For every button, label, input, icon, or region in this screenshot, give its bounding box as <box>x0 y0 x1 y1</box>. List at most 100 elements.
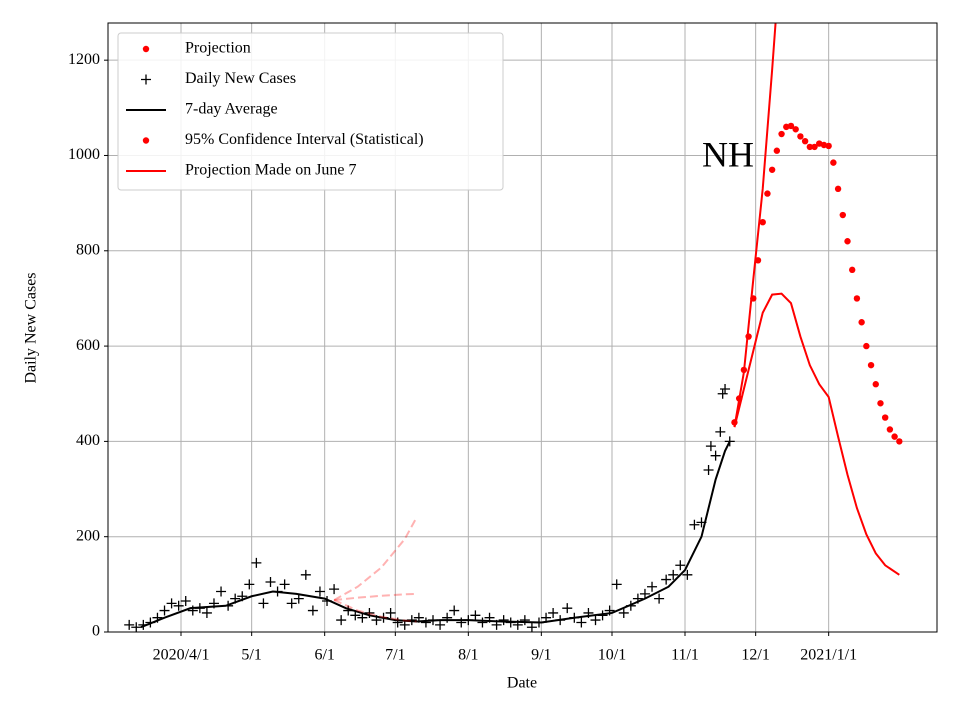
x-tick-label: 6/1 <box>314 647 334 664</box>
case-marker <box>180 596 191 607</box>
case-marker <box>307 605 318 616</box>
x-tick-label: 7/1 <box>385 647 405 664</box>
case-marker <box>675 560 686 571</box>
projection-dot <box>896 438 903 445</box>
legend-label: Projection Made on June 7 <box>185 162 357 179</box>
case-marker <box>562 603 573 614</box>
projection-dot <box>768 166 776 173</box>
june7-projection <box>333 599 417 623</box>
projection-dot <box>886 426 894 433</box>
legend-marker <box>142 45 150 53</box>
projection-dot <box>792 126 799 133</box>
case-marker <box>519 615 530 626</box>
case-marker <box>618 607 629 618</box>
projection-dot <box>806 143 814 151</box>
legend-marker <box>142 137 150 144</box>
case-marker <box>661 574 672 585</box>
y-tick-label: 200 <box>76 527 100 544</box>
case-marker <box>392 617 403 628</box>
legend: Projection Daily New Cases 7-day Average 95… <box>117 32 504 191</box>
projection-dot <box>872 381 879 388</box>
plot-area <box>124 23 903 632</box>
case-marker <box>470 610 481 621</box>
legend-label: Daily New Cases <box>185 70 296 87</box>
projection-dot <box>787 122 795 130</box>
x-tick-label: 8/1 <box>458 647 478 664</box>
annotation: NH <box>702 134 754 174</box>
projection-dot <box>773 147 781 154</box>
x-tick-label: 10/1 <box>598 647 626 664</box>
case-marker <box>286 598 297 609</box>
case-marker <box>159 605 170 616</box>
projection-dot <box>863 342 870 350</box>
projection-dot <box>834 185 842 193</box>
case-marker <box>720 383 731 394</box>
projection-dot <box>858 319 865 326</box>
projection-dot <box>797 133 804 140</box>
case-marker <box>131 622 142 632</box>
case-marker <box>265 576 276 587</box>
x-tick-label: 11/1 <box>671 647 699 664</box>
projection-dot <box>844 238 851 245</box>
projection-dot <box>811 143 818 151</box>
case-marker <box>166 598 177 609</box>
projection-dot <box>839 211 846 219</box>
x-tick-label: 5/1 <box>241 647 261 664</box>
case-marker <box>682 569 693 580</box>
case-marker <box>251 557 262 568</box>
legend-label: Projection <box>185 40 251 57</box>
case-marker <box>498 615 509 626</box>
case-marker <box>710 450 721 461</box>
average-line <box>140 440 731 629</box>
ci-upper <box>733 23 777 428</box>
projection-dot <box>764 190 771 197</box>
projection-dot <box>881 414 889 421</box>
x-tick-label: 12/1 <box>741 647 769 664</box>
case-marker <box>705 441 716 452</box>
y-axis-label: Daily New Cases <box>23 272 40 383</box>
case-marker <box>611 579 622 590</box>
case-marker <box>385 607 396 618</box>
case-marker <box>689 519 700 530</box>
projection-dot <box>778 130 785 138</box>
y-tick-label: 400 <box>76 432 100 449</box>
x-axis-label: Date <box>507 675 537 692</box>
case-marker <box>216 586 227 597</box>
case-marker <box>668 569 679 580</box>
case-marker <box>300 569 311 580</box>
case-marker <box>526 622 537 632</box>
projection-dot <box>759 218 766 226</box>
legend-marker <box>141 74 151 85</box>
case-marker <box>548 607 559 618</box>
projection-dot <box>867 361 875 369</box>
y-tick-label: 1200 <box>68 51 100 68</box>
june7-projection <box>333 592 417 602</box>
y-tick-label: 800 <box>76 241 100 258</box>
projection-dot <box>877 400 884 407</box>
case-marker <box>435 619 446 630</box>
x-tick-label: 2021/1/1 <box>800 647 857 664</box>
x-tick-label: 2020/4/1 <box>153 647 210 664</box>
case-marker <box>647 581 658 592</box>
case-marker <box>336 615 347 626</box>
case-marker <box>420 617 431 628</box>
case-marker <box>314 586 325 597</box>
case-marker <box>576 617 587 628</box>
ticks: 0 200 400 600 800 1000 1200 2020/4/1 5/1 6/1 7/1 8/… <box>68 51 857 664</box>
case-marker <box>703 464 714 475</box>
projection-dot <box>853 295 861 302</box>
legend-box <box>117 32 504 191</box>
projection-dot <box>849 266 856 274</box>
case-marker <box>201 607 212 618</box>
june7-projection <box>333 517 418 601</box>
case-marker <box>590 615 601 626</box>
case-marker <box>124 619 135 630</box>
legend-label: 7-day Average <box>185 101 278 118</box>
y-tick-label: 1000 <box>68 146 100 163</box>
projection-dot <box>801 137 809 145</box>
case-marker <box>654 593 665 604</box>
axes-frame <box>107 22 938 633</box>
ci-lower <box>733 292 900 576</box>
case-marker <box>449 605 460 616</box>
